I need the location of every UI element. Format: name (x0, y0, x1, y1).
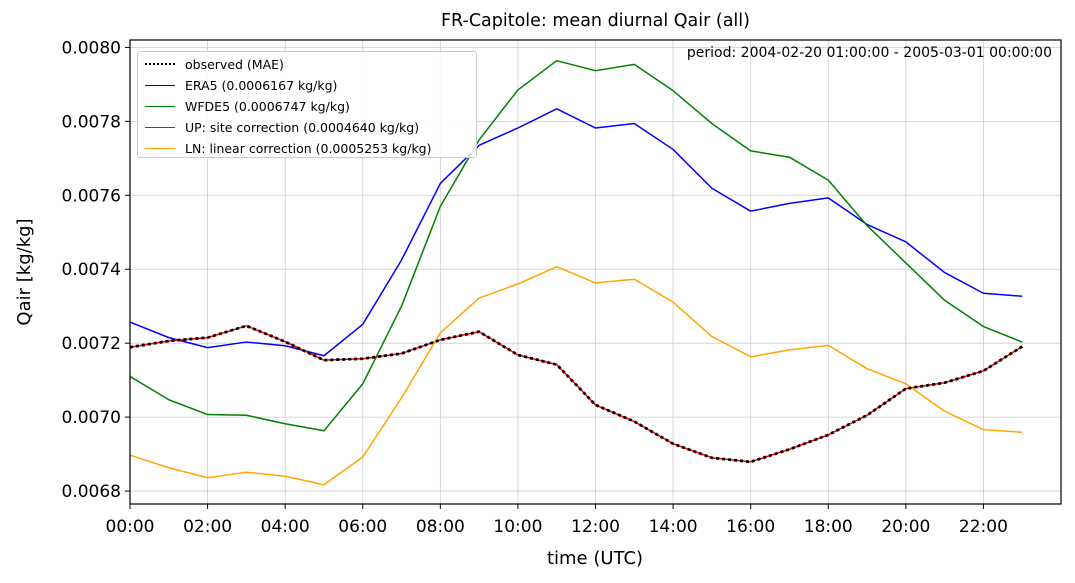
x-tick-label: 06:00 (338, 517, 387, 537)
y-axis: 0.0068 0.0070 0.0072 0.0074 0.0076 0.0078 0.00… (62, 38, 130, 502)
legend-label-observed: observed (MAE) (185, 56, 284, 72)
chart-title: FR-Capitole: mean diurnal Qair (all) (440, 11, 750, 31)
series-line-ln (129, 265, 1023, 486)
legend-item-ln: LN: linear correction (0.0005253 kg/kg) (145, 138, 432, 158)
x-tick-label: 20:00 (881, 517, 930, 537)
series-group (129, 59, 1023, 486)
series-line-up (129, 325, 1023, 463)
legend-label-ln: LN: linear correction (0.0005253 kg/kg) (185, 140, 432, 156)
legend-swatch-ln (145, 147, 175, 149)
x-tick-label: 08:00 (416, 517, 465, 537)
y-tick-label: 0.0078 (62, 112, 121, 132)
legend-item-observed: observed (MAE) (145, 54, 284, 74)
period-annotation: period: 2004-02-20 01:00:00 - 2005-03-01… (686, 45, 1052, 61)
y-tick-label: 0.0072 (62, 334, 121, 354)
series-line-era5 (129, 108, 1023, 357)
x-tick-label: 10:00 (493, 517, 542, 537)
y-tick-label: 0.0080 (62, 38, 121, 58)
legend-swatch-era5 (145, 84, 175, 86)
x-tick-label: 16:00 (726, 517, 775, 537)
series-line-observed (129, 324, 1023, 464)
y-tick-label: 0.0076 (62, 186, 121, 206)
legend-item-era5: ERA5 (0.0006167 kg/kg) (145, 75, 337, 95)
y-tick-label: 0.0070 (62, 408, 121, 428)
y-tick-label: 0.0074 (62, 260, 121, 280)
x-tick-label: 00:00 (106, 517, 155, 537)
legend-swatch-up (145, 126, 175, 128)
legend-swatch-wfde5 (145, 105, 175, 107)
grid-lines (129, 40, 1061, 504)
series-line-observed-overlay (129, 324, 1023, 464)
legend-item-wfde5: WFDE5 (0.0006747 kg/kg) (145, 96, 350, 116)
y-axis-label: Qair [kg/kg] (14, 218, 35, 325)
legend-label-wfde5: WFDE5 (0.0006747 kg/kg) (185, 98, 350, 114)
legend-swatch-observed (145, 63, 175, 65)
legend: observed (MAE) ERA5 (0.0006167 kg/kg) WF… (137, 51, 477, 158)
legend-label-up: UP: site correction (0.0004640 kg/kg) (185, 119, 420, 135)
legend-label-era5: ERA5 (0.0006167 kg/kg) (185, 77, 338, 93)
x-tick-label: 04:00 (261, 517, 310, 537)
series-line-wfde5 (129, 59, 1023, 432)
x-tick-label: 02:00 (183, 517, 232, 537)
legend-item-up: UP: site correction (0.0004640 kg/kg) (145, 117, 419, 137)
y-tick-label: 0.0068 (62, 482, 121, 502)
x-tick-label: 22:00 (959, 517, 1008, 537)
x-tick-label: 12:00 (571, 517, 620, 537)
x-axis: 00:00 02:00 04:00 06:00 08:00 10:00 12:00 14:00… (106, 504, 1008, 537)
x-tick-label: 14:00 (649, 517, 698, 537)
x-tick-label: 18:00 (804, 517, 853, 537)
x-axis-label: time (UTC) (547, 548, 643, 569)
